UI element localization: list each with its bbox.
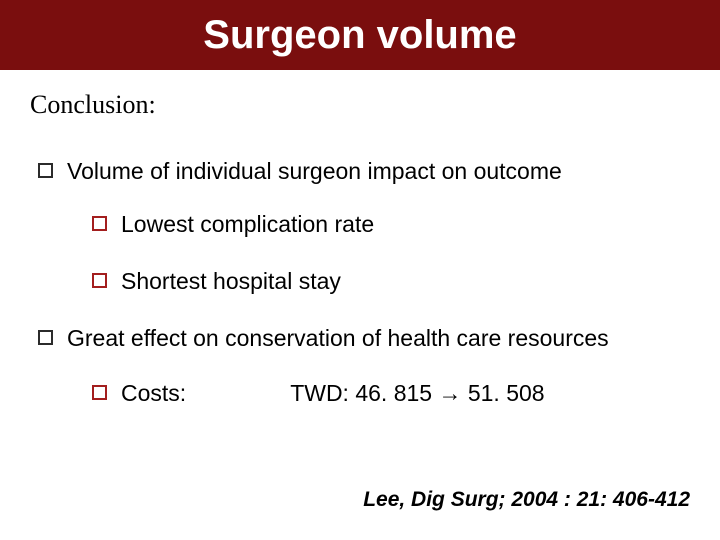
content-area: Conclusion: Volume of individual surgeon…: [0, 70, 720, 407]
costs-label: Costs:: [121, 380, 186, 407]
square-bullet-icon: [92, 385, 107, 400]
bullet-1-2: Shortest hospital stay: [92, 268, 690, 295]
bullet-1-1: Lowest complication rate: [92, 211, 690, 238]
bullet-1-text: Volume of individual surgeon impact on o…: [67, 158, 562, 185]
square-bullet-icon: [38, 163, 53, 178]
bullet-2-text: Great effect on conservation of health c…: [67, 325, 609, 352]
title-bar: Surgeon volume: [0, 0, 720, 70]
conclusion-heading: Conclusion:: [30, 90, 690, 120]
bullet-1-1-text: Lowest complication rate: [121, 211, 374, 238]
bullet-2-1: Costs: TWD: 46. 815 → 51. 508: [92, 380, 690, 407]
bullet-2: Great effect on conservation of health c…: [38, 325, 690, 352]
square-bullet-icon: [92, 216, 107, 231]
costs-value: TWD: 46. 815 → 51. 508: [290, 380, 544, 407]
slide-title: Surgeon volume: [203, 13, 516, 58]
bullet-1-2-text: Shortest hospital stay: [121, 268, 341, 295]
square-bullet-icon: [38, 330, 53, 345]
bullet-1: Volume of individual surgeon impact on o…: [38, 158, 690, 185]
citation: Lee, Dig Surg; 2004 : 21: 406-412: [363, 488, 690, 512]
square-bullet-icon: [92, 273, 107, 288]
